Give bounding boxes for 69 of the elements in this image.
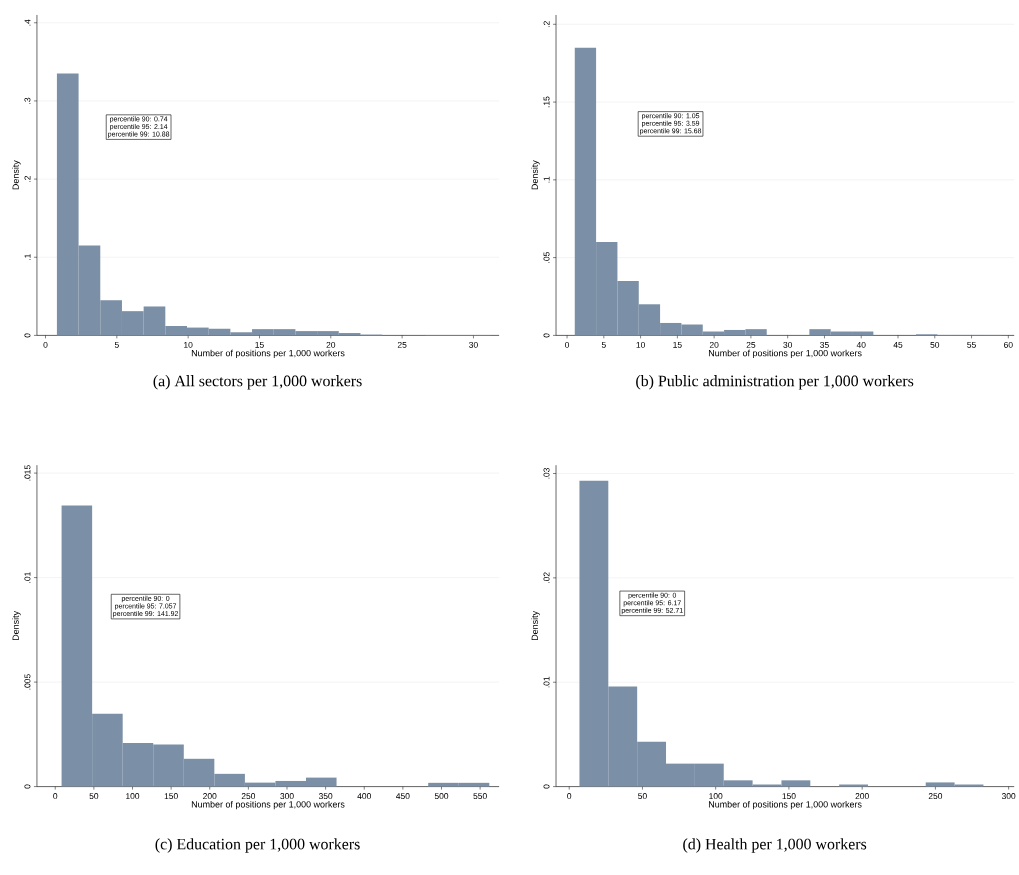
x-tick-label: 100 bbox=[709, 792, 723, 799]
x-tick-label: 25 bbox=[397, 341, 407, 348]
x-tick-label: 100 bbox=[126, 792, 140, 799]
y-tick-label: 0 bbox=[24, 333, 31, 338]
x-tick-label: 50 bbox=[89, 792, 99, 799]
y-axis-title: Density bbox=[12, 160, 21, 190]
x-tick-label: 150 bbox=[782, 792, 796, 799]
y-tick-label: .1 bbox=[543, 176, 550, 183]
x-tick-label: 550 bbox=[473, 792, 487, 799]
x-tick-label: 20 bbox=[709, 341, 719, 348]
y-tick-label: .2 bbox=[543, 20, 550, 27]
x-tick-label: 450 bbox=[396, 792, 410, 799]
x-tick-label: 15 bbox=[673, 341, 682, 348]
text: (b) Public administration per 1,000 workers bbox=[636, 374, 914, 390]
x-axis-title: Number of positions per 1,000 workers bbox=[708, 349, 862, 358]
y-tick-label: .4 bbox=[24, 19, 31, 26]
y-tick-label: 0 bbox=[543, 784, 550, 789]
x-tick-label: 15 bbox=[255, 341, 264, 348]
x-tick-label: 400 bbox=[357, 792, 371, 799]
x-tick-label: 150 bbox=[164, 792, 178, 799]
y-tick-label: .05 bbox=[543, 251, 550, 263]
x-tick-label: 45 bbox=[893, 341, 903, 348]
x-tick-label: 50 bbox=[930, 341, 940, 348]
x-tick-label: 500 bbox=[434, 792, 449, 799]
y-tick-label: .03 bbox=[543, 467, 550, 479]
x-axis-title: Number of positions per 1,000 workers bbox=[708, 800, 862, 810]
x-tick-label: 300 bbox=[1001, 792, 1016, 799]
x-tick-label: 200 bbox=[855, 792, 869, 799]
x-tick-label: 0 bbox=[43, 341, 48, 348]
y-axis-title: Density bbox=[531, 160, 540, 190]
x-axis-title: Number of positions per 1,000 workers bbox=[191, 349, 345, 358]
y-axis-title: Density bbox=[531, 610, 540, 640]
x-tick-label: 35 bbox=[820, 341, 829, 348]
x-tick-label: 0 bbox=[53, 792, 58, 799]
text: (a) All sectors per 1,000 workers bbox=[153, 374, 362, 390]
y-tick-label: 0 bbox=[24, 784, 31, 789]
text: (d) Health per 1,000 workers bbox=[683, 838, 867, 853]
y-tick-label: .1 bbox=[24, 253, 31, 260]
x-tick-label: 30 bbox=[469, 341, 478, 348]
x-tick-label: 50 bbox=[638, 792, 647, 799]
y-tick-label: 0 bbox=[543, 333, 550, 338]
x-tick-label: 5 bbox=[114, 341, 119, 348]
y-axis-title: Density bbox=[12, 610, 21, 640]
x-tick-label: 10 bbox=[184, 341, 193, 348]
x-axis-title: Number of positions per 1,000 workers bbox=[191, 800, 345, 810]
x-tick-label: 55 bbox=[967, 341, 976, 348]
x-tick-label: 0 bbox=[567, 792, 572, 799]
x-tick-label: 10 bbox=[636, 341, 645, 348]
x-tick-label: 350 bbox=[318, 792, 333, 799]
y-tick-label: .3 bbox=[24, 97, 31, 104]
y-tick-label: .15 bbox=[543, 96, 550, 107]
x-tick-label: 30 bbox=[783, 341, 793, 348]
x-tick-label: 40 bbox=[856, 341, 866, 348]
x-tick-label: 250 bbox=[928, 792, 943, 799]
x-tick-label: 20 bbox=[326, 341, 336, 348]
x-tick-label: 200 bbox=[203, 792, 217, 799]
y-tick-label: .01 bbox=[24, 571, 31, 583]
y-tick-label: .02 bbox=[543, 572, 550, 583]
x-tick-label: 300 bbox=[280, 792, 294, 799]
y-tick-label: .005 bbox=[24, 674, 31, 690]
x-tick-label: 25 bbox=[746, 341, 756, 348]
x-tick-label: 5 bbox=[601, 341, 606, 348]
y-tick-label: .2 bbox=[24, 175, 31, 182]
y-tick-label: .01 bbox=[543, 676, 550, 688]
x-tick-label: 60 bbox=[1004, 341, 1013, 348]
y-tick-label: .015 bbox=[24, 465, 31, 481]
x-tick-label: 0 bbox=[565, 341, 570, 348]
text: (c) Education per 1,000 workers bbox=[155, 838, 360, 853]
x-tick-label: 250 bbox=[241, 792, 256, 799]
